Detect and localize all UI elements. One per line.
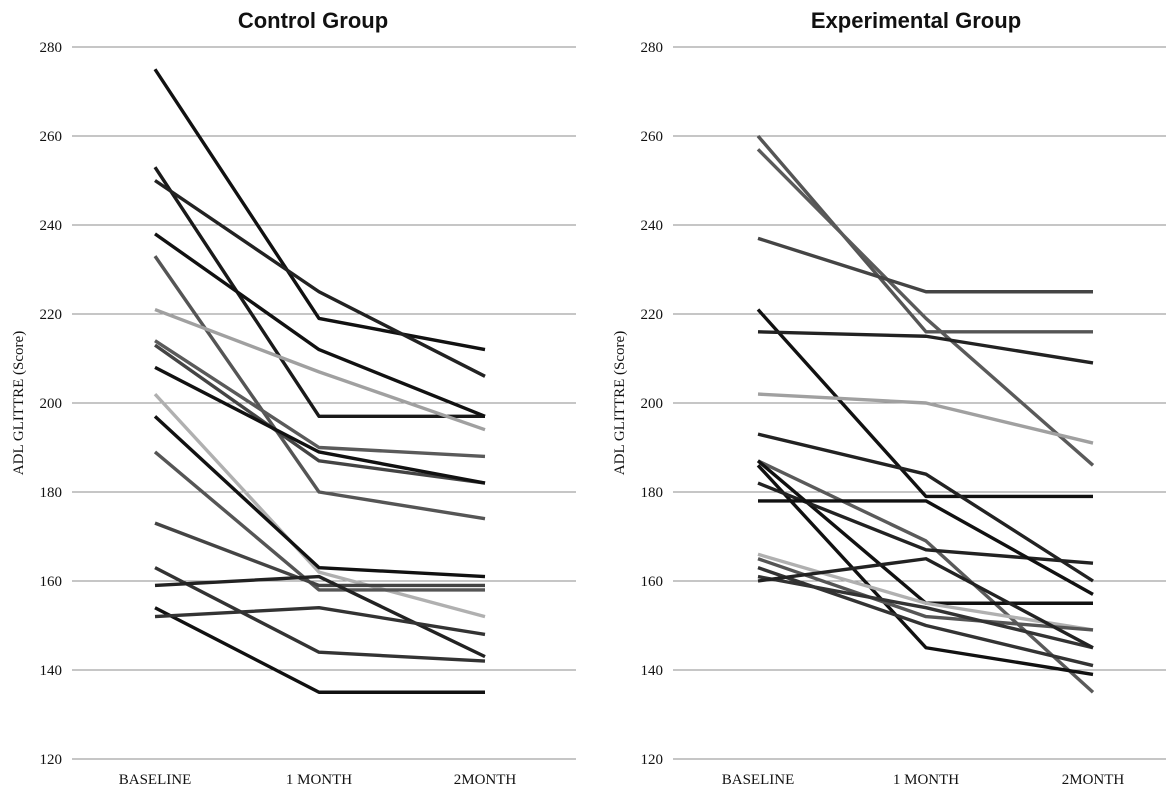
series-line-11 xyxy=(757,481,1094,565)
y-tick-label: 240 xyxy=(641,218,664,234)
series-lines xyxy=(153,68,486,694)
x-tick-label: BASELINE xyxy=(119,772,192,788)
series-line-12 xyxy=(758,499,1094,596)
series-line-6 xyxy=(154,307,486,432)
series-line-3 xyxy=(757,236,1093,294)
experimental-group-chart: Experimental Group ADL GLITTRE (Score) 1… xyxy=(612,8,1166,788)
series-line-2 xyxy=(153,166,485,419)
y-tick-label: 280 xyxy=(40,40,63,56)
x-tick-label: 1 MONTH xyxy=(286,772,352,788)
y-tick-label: 260 xyxy=(641,129,664,145)
y-tick-labels: 120 140 160 180 200 220 240 260 280 xyxy=(641,40,664,768)
series-line-13 xyxy=(154,521,485,588)
y-tick-label: 160 xyxy=(641,574,664,590)
series-line-14 xyxy=(154,566,486,663)
series-line-8 xyxy=(757,459,1095,694)
x-tick-label: 2MONTH xyxy=(454,772,517,788)
y-tick-labels: 120 140 160 180 200 220 240 260 280 xyxy=(40,40,63,768)
series-line-6 xyxy=(757,392,1094,445)
x-tick-label: 2MONTH xyxy=(1062,772,1125,788)
series-line-16 xyxy=(757,574,1094,650)
y-tick-label: 220 xyxy=(40,307,63,323)
series-line-5 xyxy=(757,330,1094,365)
y-tick-label: 260 xyxy=(40,129,63,145)
series-line-16 xyxy=(154,606,485,694)
y-tick-label: 140 xyxy=(641,663,664,679)
series-line-9 xyxy=(154,365,486,485)
y-tick-label: 140 xyxy=(40,663,63,679)
series-line-5 xyxy=(153,255,486,521)
series-line-11 xyxy=(153,415,486,579)
series-line-1 xyxy=(153,68,486,352)
series-line-14 xyxy=(757,557,1094,632)
y-tick-label: 180 xyxy=(40,485,63,501)
series-line-12 xyxy=(153,450,485,592)
y-tick-label: 180 xyxy=(641,485,664,501)
y-tick-label: 120 xyxy=(40,752,63,768)
series-line-3 xyxy=(154,179,486,378)
x-tick-label: 1 MONTH xyxy=(893,772,959,788)
x-tick-labels: BASELINE 1 MONTH 2MONTH xyxy=(722,772,1125,788)
series-line-9 xyxy=(756,459,1093,605)
x-tick-labels: BASELINE 1 MONTH 2MONTH xyxy=(119,772,517,788)
series-line-7 xyxy=(154,339,486,459)
y-axis-label: ADL GLITTRE (Score) xyxy=(612,331,628,475)
series-line-4 xyxy=(154,232,486,418)
y-tick-label: 240 xyxy=(40,218,63,234)
control-group-chart: Control Group ADL GLITTRE (Score) 120 140… xyxy=(11,8,576,788)
series-line-10 xyxy=(153,392,486,619)
chart-title: Control Group xyxy=(238,8,388,33)
x-tick-label: BASELINE xyxy=(722,772,795,788)
control-group-panel: Control Group ADL GLITTRE (Score) 120 140… xyxy=(11,8,576,788)
series-line-17 xyxy=(757,557,1094,650)
series-line-8 xyxy=(154,343,486,485)
y-tick-label: 280 xyxy=(641,40,664,56)
experimental-group-panel: Experimental Group ADL GLITTRE (Score) 1… xyxy=(586,0,1172,791)
series-line-4 xyxy=(756,308,1093,499)
y-tick-label: 160 xyxy=(40,574,63,590)
y-tick-label: 220 xyxy=(641,307,664,323)
y-tick-label: 120 xyxy=(641,752,664,768)
series-line-13 xyxy=(757,552,1094,632)
series-lines xyxy=(756,134,1095,694)
series-line-7 xyxy=(757,432,1094,583)
y-axis-label: ADL GLITTRE (Score) xyxy=(11,331,27,475)
chart-title: Experimental Group xyxy=(811,8,1021,33)
gridlines xyxy=(72,46,576,760)
y-tick-label: 200 xyxy=(641,396,664,412)
series-line-2 xyxy=(756,148,1095,467)
series-line-1 xyxy=(756,134,1093,334)
series-line-17 xyxy=(154,606,486,637)
series-line-10 xyxy=(756,464,1094,677)
series-line-15 xyxy=(154,574,486,659)
y-tick-label: 200 xyxy=(40,396,63,412)
